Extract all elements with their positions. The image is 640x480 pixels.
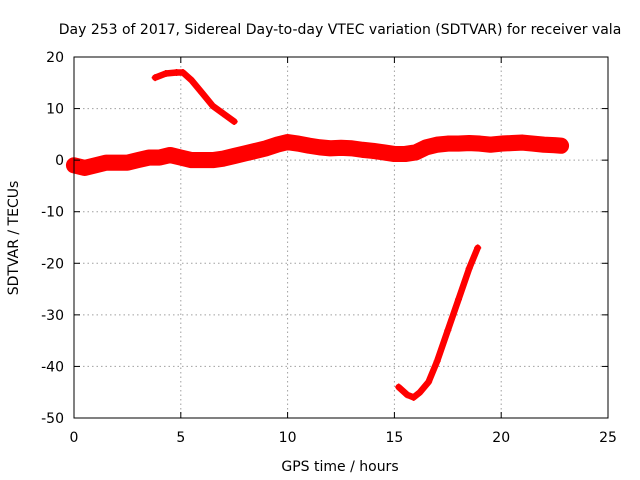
chart-title: Day 253 of 2017, Sidereal Day-to-day VTE…: [59, 22, 622, 38]
series-lower-arc-point: [403, 391, 411, 399]
series-main-band-point: [412, 148, 420, 156]
series-upper-arc-point: [151, 74, 159, 82]
series-main-band-point: [476, 140, 484, 148]
series-main-band-point: [252, 147, 260, 155]
series-main-band-point: [487, 141, 495, 149]
series-main-band-point: [187, 156, 195, 164]
series-upper-arc-point: [220, 110, 228, 118]
series-main-band-point: [91, 161, 99, 169]
series-main-band-point: [177, 154, 185, 162]
series-main-band-point: [348, 144, 356, 152]
series-main-band-point: [422, 143, 430, 151]
series-main-band-point: [113, 159, 121, 167]
y-tick-label: -40: [41, 359, 64, 375]
series-main-band-point: [220, 155, 228, 163]
series-main-band-point: [166, 151, 174, 159]
plot-frame: [73, 56, 609, 419]
series-main-band-point: [557, 142, 565, 150]
series-main-band-point: [337, 144, 345, 152]
ticks: [73, 56, 609, 419]
series-upper-arc-point: [187, 76, 195, 84]
series-lower-arc-point: [444, 326, 452, 334]
series-main-band-point: [198, 156, 206, 164]
series-main-band-point: [508, 139, 516, 147]
series-main-band-point: [540, 141, 548, 149]
x-tick-label: 5: [176, 430, 185, 446]
series-main-band-point: [433, 141, 441, 149]
series-main-band-point: [551, 141, 559, 149]
y-tick-label: -50: [41, 411, 64, 427]
y-axis-label: SDTVAR / TECUs: [6, 181, 22, 296]
series-main-band-point: [241, 149, 249, 157]
series-main-band-point: [529, 140, 537, 148]
series-main-band-point: [273, 141, 281, 149]
series-upper-arc-point: [230, 117, 238, 125]
series-main-band-point: [316, 143, 324, 151]
series-main-band-point: [380, 148, 388, 156]
x-tick-label: 0: [70, 430, 79, 446]
series-upper-arc-point: [173, 68, 181, 76]
series-lower-arc-point: [425, 378, 433, 386]
series-upper-arc-point: [179, 68, 187, 76]
series-main-band-point: [401, 150, 409, 158]
series-main-band-point: [209, 156, 217, 164]
series-main-band-point: [390, 150, 398, 158]
series-layer: [65, 68, 570, 401]
series-main-band-point: [262, 144, 270, 152]
series-main-band-point: [358, 146, 366, 154]
series-main-band-point: [102, 159, 110, 167]
series-upper-arc-point: [198, 89, 206, 97]
x-tick-label: 20: [492, 430, 510, 446]
x-tick-label: 10: [279, 430, 297, 446]
x-axis-label: GPS time / hours: [281, 459, 398, 475]
series-main-band-point: [123, 159, 131, 167]
gridlines: [74, 57, 608, 418]
x-tick-label: 15: [385, 430, 403, 446]
series-main-band-point: [305, 142, 313, 150]
series-main-band-point: [134, 156, 142, 164]
series-lower-arc-point: [410, 393, 418, 401]
series-main-band-point: [284, 138, 292, 146]
series-lower-arc-point: [416, 388, 424, 396]
series-lower-arc-point: [433, 357, 441, 365]
series-main-band-point: [497, 140, 505, 148]
y-tick-label: -20: [41, 256, 64, 272]
series-main-band-point: [230, 152, 238, 160]
series-lower-arc-point: [474, 244, 482, 252]
y-tick-label: -10: [41, 205, 64, 221]
y-tick-label: 20: [46, 50, 64, 66]
series-lower-arc-point: [465, 264, 473, 272]
series-main-band-point: [519, 139, 527, 147]
y-tick-label: 10: [46, 102, 64, 118]
x-tick-label: 25: [599, 430, 617, 446]
series-main-band-point: [444, 140, 452, 148]
series-lower-arc-point: [395, 383, 403, 391]
series-main-band-point: [81, 164, 89, 172]
x-tick-labels: 0 5 10 15 20 25: [70, 430, 617, 446]
series-upper-arc-point: [162, 70, 170, 78]
series-main-band-point: [454, 140, 462, 148]
series-main-band-point: [326, 144, 334, 152]
series-main-band-point: [465, 139, 473, 147]
series-main-band-point: [294, 140, 302, 148]
series-upper-arc-point: [209, 102, 217, 110]
series-lower-arc-point: [454, 295, 462, 303]
y-tick-label: 0: [55, 153, 64, 169]
series-lower-arc: [395, 244, 481, 401]
series-main-band-point: [145, 154, 153, 162]
y-tick-label: -30: [41, 308, 64, 324]
y-tick-labels: 20 10 0 -10 -20 -30 -40 -50: [41, 50, 64, 427]
series-main-band-point: [155, 154, 163, 162]
series-main-band-point: [369, 147, 377, 155]
